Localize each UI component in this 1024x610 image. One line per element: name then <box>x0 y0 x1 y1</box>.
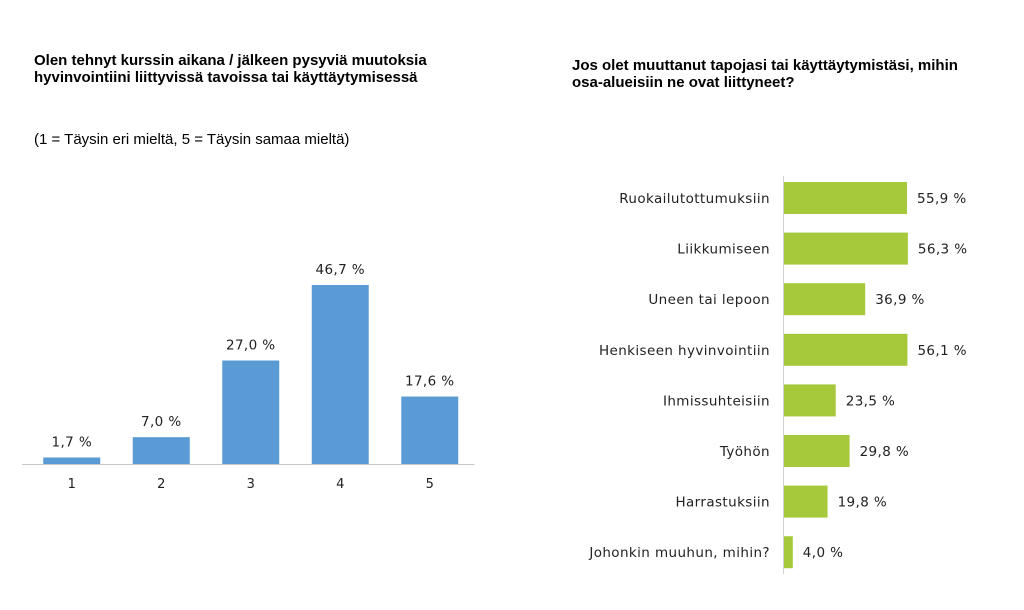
right-bar-value-label-6: 29,8 % <box>860 444 910 460</box>
right-category-label-8: Johonkin muuhun, mihin? <box>588 545 770 561</box>
right-category-label-5: Ihmissuhteisiin <box>663 393 770 409</box>
right-category-label-2: Liikkumiseen <box>677 242 770 258</box>
right-bar-3 <box>784 283 866 316</box>
left-x-tick-2: 2 <box>157 477 165 492</box>
right-bar-5 <box>784 384 836 417</box>
right-chart-title: Jos olet muuttanut tapojasi tai käyttäyt… <box>572 57 958 91</box>
right-category-label-6: Työhön <box>719 444 770 460</box>
left-x-tick-3: 3 <box>247 477 255 492</box>
right-bar-value-label-1: 55,9 % <box>917 191 967 207</box>
right-bar-7 <box>784 485 828 518</box>
left-bar-value-label-2: 7,0 % <box>141 414 182 430</box>
left-bar-value-label-3: 27,0 % <box>226 338 276 354</box>
right-bar-value-label-2: 56,3 % <box>918 242 968 258</box>
left-bar-1 <box>43 457 101 464</box>
right-bar-value-label-8: 4,0 % <box>803 545 844 561</box>
right-category-label-3: Uneen tai lepoon <box>648 292 770 308</box>
left-bar-3 <box>222 360 280 464</box>
right-category-label-7: Harrastuksiin <box>675 495 770 511</box>
left-x-tick-1: 1 <box>68 477 76 492</box>
right-bar-4 <box>784 333 908 366</box>
right-category-label-1: Ruokailutottumuksiin <box>619 191 770 207</box>
right-bar-value-label-3: 36,9 % <box>875 292 925 308</box>
right-bar-value-label-5: 23,5 % <box>846 393 896 409</box>
left-x-tick-4: 4 <box>336 477 344 492</box>
left-x-tick-5: 5 <box>426 477 434 492</box>
right-bar-value-label-7: 19,8 % <box>838 495 888 511</box>
left-chart-subtitle: (1 = Täysin eri mieltä, 5 = Täysin samaa… <box>34 131 350 148</box>
left-bar-value-label-1: 1,7 % <box>51 434 92 450</box>
right-bar-value-label-4: 56,1 % <box>917 343 967 359</box>
left-bar-value-label-5: 17,6 % <box>405 374 455 390</box>
right-bar-6 <box>784 435 850 467</box>
right-bar-1 <box>784 182 907 214</box>
right-category-label-4: Henkiseen hyvinvointiin <box>599 343 770 359</box>
right-bar-8 <box>784 536 793 569</box>
left-bar-4 <box>311 285 369 464</box>
right-bar-2 <box>784 232 908 265</box>
left-bar-5 <box>401 396 459 464</box>
left-chart-title: Olen tehnyt kurssin aikana / jälkeen pys… <box>34 52 427 86</box>
left-bar-value-label-4: 46,7 % <box>315 262 365 278</box>
left-bar-2 <box>132 437 190 464</box>
